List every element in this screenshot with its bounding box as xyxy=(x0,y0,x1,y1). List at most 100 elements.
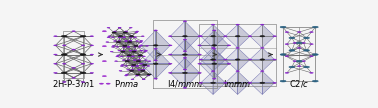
Circle shape xyxy=(144,51,147,52)
Circle shape xyxy=(107,27,110,28)
Circle shape xyxy=(130,36,134,37)
Circle shape xyxy=(131,69,134,70)
Text: 2H-P-3$\mathit{m}$1: 2H-P-3$\mathit{m}$1 xyxy=(52,79,95,89)
Polygon shape xyxy=(238,36,250,48)
Polygon shape xyxy=(225,25,238,36)
Polygon shape xyxy=(213,36,225,48)
Polygon shape xyxy=(238,71,250,83)
Polygon shape xyxy=(170,36,185,51)
Circle shape xyxy=(125,31,127,32)
Circle shape xyxy=(236,71,239,72)
Polygon shape xyxy=(201,48,213,60)
Circle shape xyxy=(133,60,136,61)
Circle shape xyxy=(132,64,135,65)
Circle shape xyxy=(169,36,172,37)
Polygon shape xyxy=(225,48,238,60)
Circle shape xyxy=(90,54,93,55)
Polygon shape xyxy=(201,36,213,48)
Circle shape xyxy=(136,31,139,32)
Polygon shape xyxy=(141,49,156,64)
Circle shape xyxy=(280,26,286,28)
Circle shape xyxy=(125,75,127,76)
Text: C2/$\mathit{c}$: C2/$\mathit{c}$ xyxy=(289,79,310,89)
Polygon shape xyxy=(156,64,170,79)
Circle shape xyxy=(304,50,310,51)
Circle shape xyxy=(260,36,265,37)
Circle shape xyxy=(54,63,57,64)
Circle shape xyxy=(280,80,286,82)
Circle shape xyxy=(133,50,136,51)
Circle shape xyxy=(199,36,203,37)
Circle shape xyxy=(127,55,131,56)
Circle shape xyxy=(144,60,147,61)
Circle shape xyxy=(112,46,114,47)
Circle shape xyxy=(235,82,240,83)
Circle shape xyxy=(132,64,136,66)
Circle shape xyxy=(125,61,129,62)
Circle shape xyxy=(211,71,215,72)
Polygon shape xyxy=(225,83,238,94)
Circle shape xyxy=(248,82,252,83)
Circle shape xyxy=(72,77,75,78)
Circle shape xyxy=(80,54,86,55)
Polygon shape xyxy=(262,25,274,36)
Circle shape xyxy=(133,60,136,61)
Polygon shape xyxy=(185,40,200,55)
Circle shape xyxy=(142,69,145,70)
Circle shape xyxy=(143,64,147,66)
FancyArrowPatch shape xyxy=(99,53,102,56)
Circle shape xyxy=(304,66,310,68)
Polygon shape xyxy=(141,30,156,45)
Circle shape xyxy=(198,36,201,37)
Circle shape xyxy=(169,63,172,64)
Polygon shape xyxy=(262,83,274,94)
Circle shape xyxy=(112,45,115,46)
Circle shape xyxy=(81,63,85,64)
Polygon shape xyxy=(213,60,225,71)
Polygon shape xyxy=(238,48,250,60)
Circle shape xyxy=(199,59,203,60)
Circle shape xyxy=(102,76,107,77)
Circle shape xyxy=(297,66,301,67)
Circle shape xyxy=(112,37,114,38)
Circle shape xyxy=(154,60,157,61)
Circle shape xyxy=(138,69,141,70)
Circle shape xyxy=(227,45,231,46)
Circle shape xyxy=(248,36,252,37)
Circle shape xyxy=(128,55,131,56)
Circle shape xyxy=(280,54,286,55)
Circle shape xyxy=(143,64,146,65)
Circle shape xyxy=(54,54,57,55)
Circle shape xyxy=(102,46,107,47)
Polygon shape xyxy=(156,49,170,64)
Circle shape xyxy=(118,27,121,28)
Circle shape xyxy=(142,69,145,70)
Circle shape xyxy=(61,54,67,55)
Circle shape xyxy=(211,59,215,60)
Circle shape xyxy=(139,55,142,56)
Polygon shape xyxy=(185,55,200,70)
Polygon shape xyxy=(170,55,185,70)
Circle shape xyxy=(198,54,201,55)
Circle shape xyxy=(297,47,301,48)
Polygon shape xyxy=(214,45,229,60)
Circle shape xyxy=(122,60,125,61)
Circle shape xyxy=(211,36,215,37)
Circle shape xyxy=(183,21,187,22)
Circle shape xyxy=(297,32,301,33)
Circle shape xyxy=(130,70,133,71)
Circle shape xyxy=(134,45,138,46)
Polygon shape xyxy=(262,36,274,48)
Circle shape xyxy=(123,32,127,33)
Circle shape xyxy=(147,75,150,76)
Circle shape xyxy=(129,37,132,38)
Circle shape xyxy=(285,44,289,45)
Circle shape xyxy=(62,45,66,46)
Polygon shape xyxy=(185,73,200,88)
Polygon shape xyxy=(201,83,213,94)
Circle shape xyxy=(133,51,135,52)
Circle shape xyxy=(123,45,126,46)
Polygon shape xyxy=(250,25,262,36)
Polygon shape xyxy=(213,48,225,60)
Circle shape xyxy=(260,24,264,25)
